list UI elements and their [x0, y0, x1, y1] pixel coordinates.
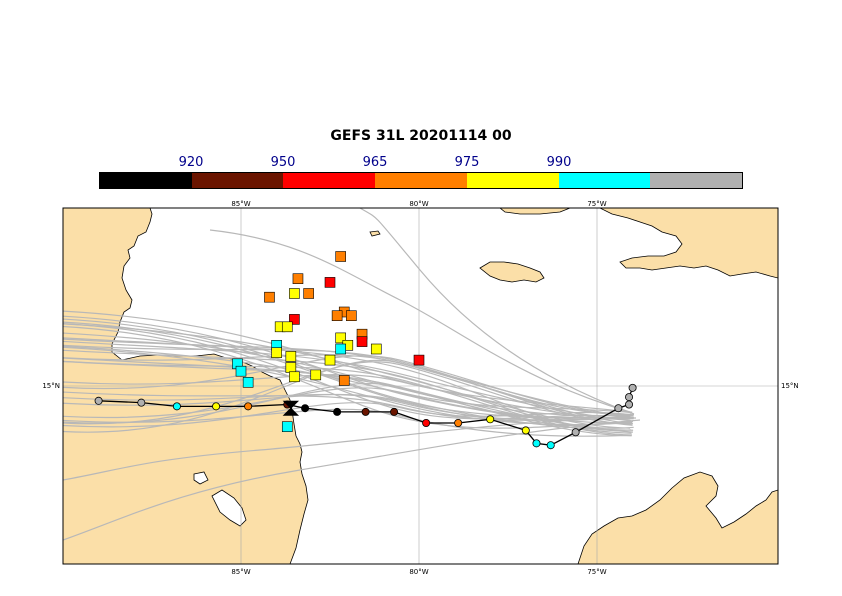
ensemble-position-marker [235, 365, 247, 377]
ensemble-track-line [63, 340, 631, 422]
colorbar-segment [191, 173, 284, 188]
ensemble-position-marker [413, 354, 425, 366]
colorbar-segment [466, 173, 559, 188]
colorbar-label-975: 975 [454, 155, 480, 170]
analysis-track-point [212, 402, 221, 411]
analysis-track-point [390, 407, 399, 416]
analysis-track-point [532, 439, 541, 448]
ensemble-position-marker [335, 251, 346, 262]
ensemble-position-marker [356, 336, 368, 347]
ensemble-position-marker [324, 354, 336, 366]
colorbar-label-990: 990 [546, 155, 572, 170]
ensemble-track-line [63, 310, 631, 422]
colorbar-segment [100, 173, 192, 188]
lake-nicaragua [211, 489, 247, 527]
ensemble-position-marker [324, 277, 336, 288]
lon-label-bottom-80w: 80°W [409, 568, 428, 576]
ensemble-position-marker [264, 291, 275, 303]
ensemble-track-line [63, 355, 634, 417]
colorbar-label-920: 920 [178, 155, 204, 170]
ensemble-position-marker [303, 288, 314, 299]
analysis-track-point [244, 402, 253, 411]
ensemble-position-marker [346, 310, 357, 322]
ensemble-position-marker [331, 310, 343, 322]
ensemble-position-marker [271, 347, 282, 359]
jamaica-landmass [479, 261, 545, 283]
analysis-track-point [546, 441, 555, 450]
ensemble-track-line [63, 417, 637, 481]
ensemble-position-marker [292, 273, 304, 285]
bay-islands [369, 230, 381, 237]
lon-label-top-80w: 80°W [409, 200, 428, 208]
analysis-track-point [625, 400, 634, 409]
ensemble-position-marker [310, 369, 322, 381]
analysis-track-point [521, 426, 530, 435]
current-position-marker [282, 400, 300, 416]
lon-label-bottom-85w: 85°W [231, 568, 250, 576]
ensemble-track-line [63, 393, 632, 421]
ensemble-position-marker [335, 332, 346, 344]
ensemble-position-marker [281, 321, 293, 333]
analysis-track-point [614, 404, 623, 413]
colorbar-segment [650, 173, 743, 188]
lon-label-top-85w: 85°W [231, 200, 250, 208]
ensemble-position-marker [289, 371, 300, 383]
ensemble-position-marker [289, 288, 300, 299]
ensemble-track-line [63, 318, 634, 431]
ensemble-track-line [63, 382, 632, 437]
analysis-track-point [172, 402, 181, 411]
lat-label-right-15n: 15°N [781, 382, 799, 390]
colorbar-segment [558, 173, 651, 188]
ensemble-position-marker [242, 376, 254, 388]
ensemble-track-line [209, 229, 631, 413]
analysis-track-point [454, 418, 463, 427]
ensemble-track-line [359, 208, 635, 415]
analysis-track-point [94, 396, 103, 405]
ensemble-positions [232, 251, 425, 433]
ensemble-position-marker [285, 351, 297, 362]
analysis-track [94, 383, 637, 450]
hispaniola-landmass [599, 208, 778, 279]
ensemble-track-line [63, 338, 633, 425]
map-frame [62, 207, 779, 565]
ensemble-track-line [63, 402, 634, 428]
analysis-track-point [571, 428, 580, 437]
pressure-colorbar [99, 172, 743, 189]
ensemble-position-marker [370, 343, 382, 355]
analysis-track-point [422, 418, 431, 427]
analysis-track-point [628, 383, 637, 392]
ensemble-position-marker [281, 421, 293, 433]
colorbar-label-950: 950 [270, 155, 296, 170]
analysis-track-point [333, 407, 342, 416]
ensemble-track-line [63, 357, 635, 417]
colorbar-segment [283, 173, 376, 188]
ensemble-position-marker [335, 343, 346, 355]
ensemble-tracks [63, 208, 641, 541]
ensemble-track-line [63, 346, 631, 426]
lake-managua [193, 471, 209, 485]
cuba-landmass [499, 208, 571, 215]
ensemble-position-marker [285, 362, 297, 373]
analysis-track-point [301, 404, 310, 413]
lon-label-top-75w: 75°W [587, 200, 606, 208]
current-position-hourglass [282, 400, 300, 416]
analysis-track-point [361, 407, 370, 416]
chart-title: GEFS 31L 20201114 00 [330, 128, 512, 144]
analysis-track-point [137, 398, 146, 407]
colorbar-segment [375, 173, 467, 188]
colorbar-label-965: 965 [362, 155, 388, 170]
south-america-landmass [577, 471, 778, 564]
lat-label-left-15n: 15°N [42, 382, 60, 390]
analysis-track-point [486, 415, 495, 424]
analysis-track-point [625, 393, 634, 402]
ensemble-position-marker [338, 375, 350, 386]
ensemble-position-marker [289, 314, 300, 325]
lon-label-bottom-75w: 75°W [587, 568, 606, 576]
ensemble-track-line [63, 419, 641, 541]
